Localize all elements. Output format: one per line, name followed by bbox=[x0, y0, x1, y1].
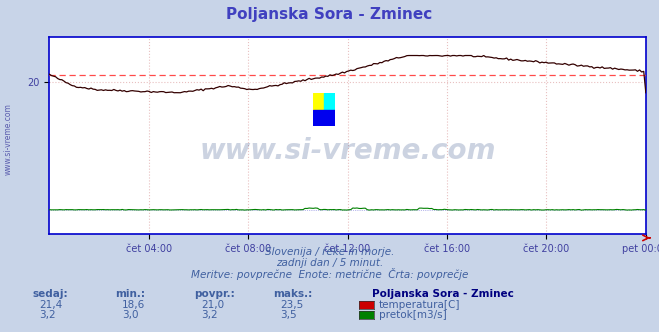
Text: pretok[m3/s]: pretok[m3/s] bbox=[379, 310, 447, 320]
Text: www.si-vreme.com: www.si-vreme.com bbox=[3, 104, 13, 175]
Text: temperatura[C]: temperatura[C] bbox=[379, 300, 461, 310]
Text: 3,2: 3,2 bbox=[201, 310, 217, 320]
Text: www.si-vreme.com: www.si-vreme.com bbox=[200, 137, 496, 165]
Text: povpr.:: povpr.: bbox=[194, 289, 235, 299]
Text: 3,5: 3,5 bbox=[280, 310, 297, 320]
Polygon shape bbox=[313, 110, 335, 126]
Text: 3,0: 3,0 bbox=[122, 310, 138, 320]
Text: Poljanska Sora - Zminec: Poljanska Sora - Zminec bbox=[372, 289, 514, 299]
Text: min.:: min.: bbox=[115, 289, 146, 299]
Polygon shape bbox=[313, 93, 324, 110]
Text: 3,2: 3,2 bbox=[40, 310, 56, 320]
Text: Meritve: povprečne  Enote: metrične  Črta: povprečje: Meritve: povprečne Enote: metrične Črta:… bbox=[191, 268, 468, 280]
Text: 18,6: 18,6 bbox=[122, 300, 145, 310]
Text: 21,0: 21,0 bbox=[201, 300, 224, 310]
Text: Poljanska Sora - Zminec: Poljanska Sora - Zminec bbox=[227, 7, 432, 23]
Text: zadnji dan / 5 minut.: zadnji dan / 5 minut. bbox=[276, 258, 383, 268]
Text: 23,5: 23,5 bbox=[280, 300, 303, 310]
Text: Slovenija / reke in morje.: Slovenija / reke in morje. bbox=[265, 247, 394, 257]
Polygon shape bbox=[324, 93, 335, 110]
Text: maks.:: maks.: bbox=[273, 289, 313, 299]
Text: 21,4: 21,4 bbox=[40, 300, 63, 310]
Text: sedaj:: sedaj: bbox=[33, 289, 69, 299]
